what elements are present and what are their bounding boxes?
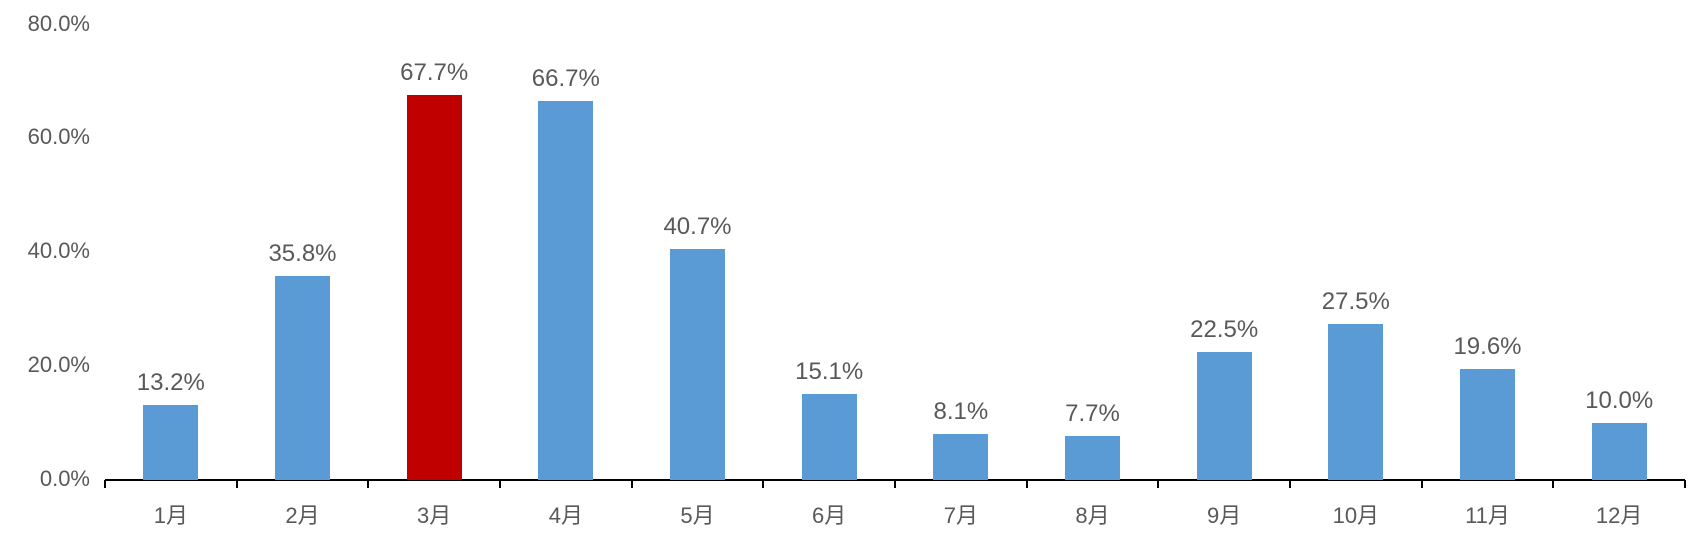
bar (1328, 324, 1383, 480)
x-tick-label: 6月 (763, 498, 895, 530)
x-tick-label: 1月 (105, 498, 237, 530)
x-tick-mark (631, 480, 633, 488)
bar (143, 405, 198, 480)
x-tick-mark (762, 480, 764, 488)
bar-value-label: 22.5% (1158, 316, 1290, 344)
x-tick-mark (104, 480, 106, 488)
bar-value-label: 67.7% (368, 59, 500, 87)
bar (1065, 436, 1120, 480)
x-tick-mark (1289, 480, 1291, 488)
bar (670, 249, 725, 480)
x-tick-label: 12月 (1553, 498, 1685, 530)
x-tick-label: 5月 (632, 498, 764, 530)
bar (407, 95, 462, 480)
y-tick-label: 60.0% (0, 124, 90, 150)
y-tick-label: 20.0% (0, 352, 90, 378)
x-tick-label: 4月 (500, 498, 632, 530)
bar-value-label: 8.1% (895, 398, 1027, 426)
bar-value-label: 66.7% (500, 65, 632, 93)
bar-value-label: 35.8% (237, 240, 369, 268)
x-tick-mark (1157, 480, 1159, 488)
x-tick-mark (499, 480, 501, 488)
bar-value-label: 40.7% (632, 213, 764, 241)
bar (802, 394, 857, 480)
bar (1592, 423, 1647, 480)
x-tick-mark (1552, 480, 1554, 488)
x-tick-mark (894, 480, 896, 488)
x-tick-label: 3月 (368, 498, 500, 530)
bar-value-label: 13.2% (105, 369, 237, 397)
x-tick-label: 2月 (237, 498, 369, 530)
bar (538, 101, 593, 480)
y-tick-label: 0.0% (0, 466, 90, 492)
bar (1460, 369, 1515, 480)
x-tick-mark (1026, 480, 1028, 488)
x-tick-mark (1684, 480, 1686, 488)
bar-value-label: 10.0% (1553, 387, 1685, 415)
bar-value-label: 27.5% (1290, 288, 1422, 316)
bar (275, 276, 330, 480)
y-tick-label: 80.0% (0, 11, 90, 37)
y-tick-label: 40.0% (0, 238, 90, 264)
bar-value-label: 19.6% (1422, 333, 1554, 361)
x-tick-label: 9月 (1158, 498, 1290, 530)
x-tick-mark (236, 480, 238, 488)
x-tick-label: 7月 (895, 498, 1027, 530)
x-tick-label: 11月 (1422, 498, 1554, 530)
x-tick-mark (1421, 480, 1423, 488)
x-tick-label: 10月 (1290, 498, 1422, 530)
monthly-bar-chart: 0.0% 20.0% 40.0% 60.0% 80.0% 13.2% 1月 35.8% 2月 67… (0, 0, 1703, 555)
x-tick-label: 8月 (1027, 498, 1159, 530)
bar-value-label: 7.7% (1027, 400, 1159, 428)
bar (1197, 352, 1252, 480)
bar-value-label: 15.1% (763, 358, 895, 386)
bar (933, 434, 988, 480)
x-tick-mark (367, 480, 369, 488)
